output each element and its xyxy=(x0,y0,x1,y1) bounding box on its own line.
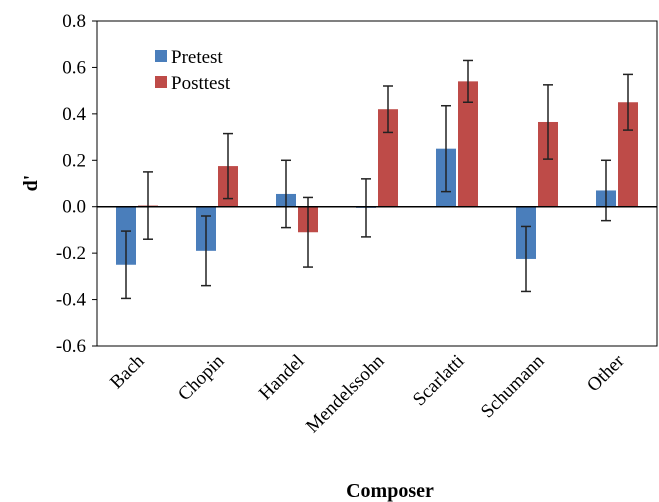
legend-swatch-pretest xyxy=(155,50,167,62)
y-tick-label: 0.2 xyxy=(62,150,86,171)
error-bars xyxy=(121,59,633,300)
plot-area-border xyxy=(96,20,658,347)
x-tick-label: Bach xyxy=(106,350,149,393)
y-axis-title: d' xyxy=(20,175,42,192)
y-axis: -0.6 -0.4 -0.2 0.0 0.2 0.4 0.6 0.8 xyxy=(56,11,97,357)
y-tick-label: 0.6 xyxy=(62,57,86,78)
y-tick-label: -0.6 xyxy=(56,336,86,357)
legend-swatch-posttest xyxy=(155,76,167,88)
y-tick-label: -0.2 xyxy=(56,243,86,264)
y-tick-label: 0.0 xyxy=(62,197,86,218)
y-tick-label: 0.4 xyxy=(62,104,86,125)
bar-posttest-scarlatti xyxy=(458,81,478,207)
bar-posttest-schumann xyxy=(538,121,558,207)
x-tick-label: Handel xyxy=(255,351,309,405)
y-tick-label: -0.4 xyxy=(56,290,87,311)
x-tick-label: Scarlatti xyxy=(409,351,469,411)
legend: Pretest Posttest xyxy=(155,47,231,94)
x-tick-label: Chopin xyxy=(174,350,229,405)
bar-posttest-other xyxy=(618,102,638,207)
y-tick-label: 0.8 xyxy=(62,11,86,32)
x-tick-label: Schumann xyxy=(477,350,549,422)
x-tick-label: Mendelssohn xyxy=(302,350,389,437)
bar-posttest-mendelssohn xyxy=(378,109,398,207)
legend-label-posttest: Posttest xyxy=(171,73,231,94)
x-tick-label: Other xyxy=(583,350,629,396)
legend-label-pretest: Pretest xyxy=(171,47,223,68)
bars xyxy=(116,81,638,265)
x-axis-title: Composer xyxy=(346,480,434,502)
